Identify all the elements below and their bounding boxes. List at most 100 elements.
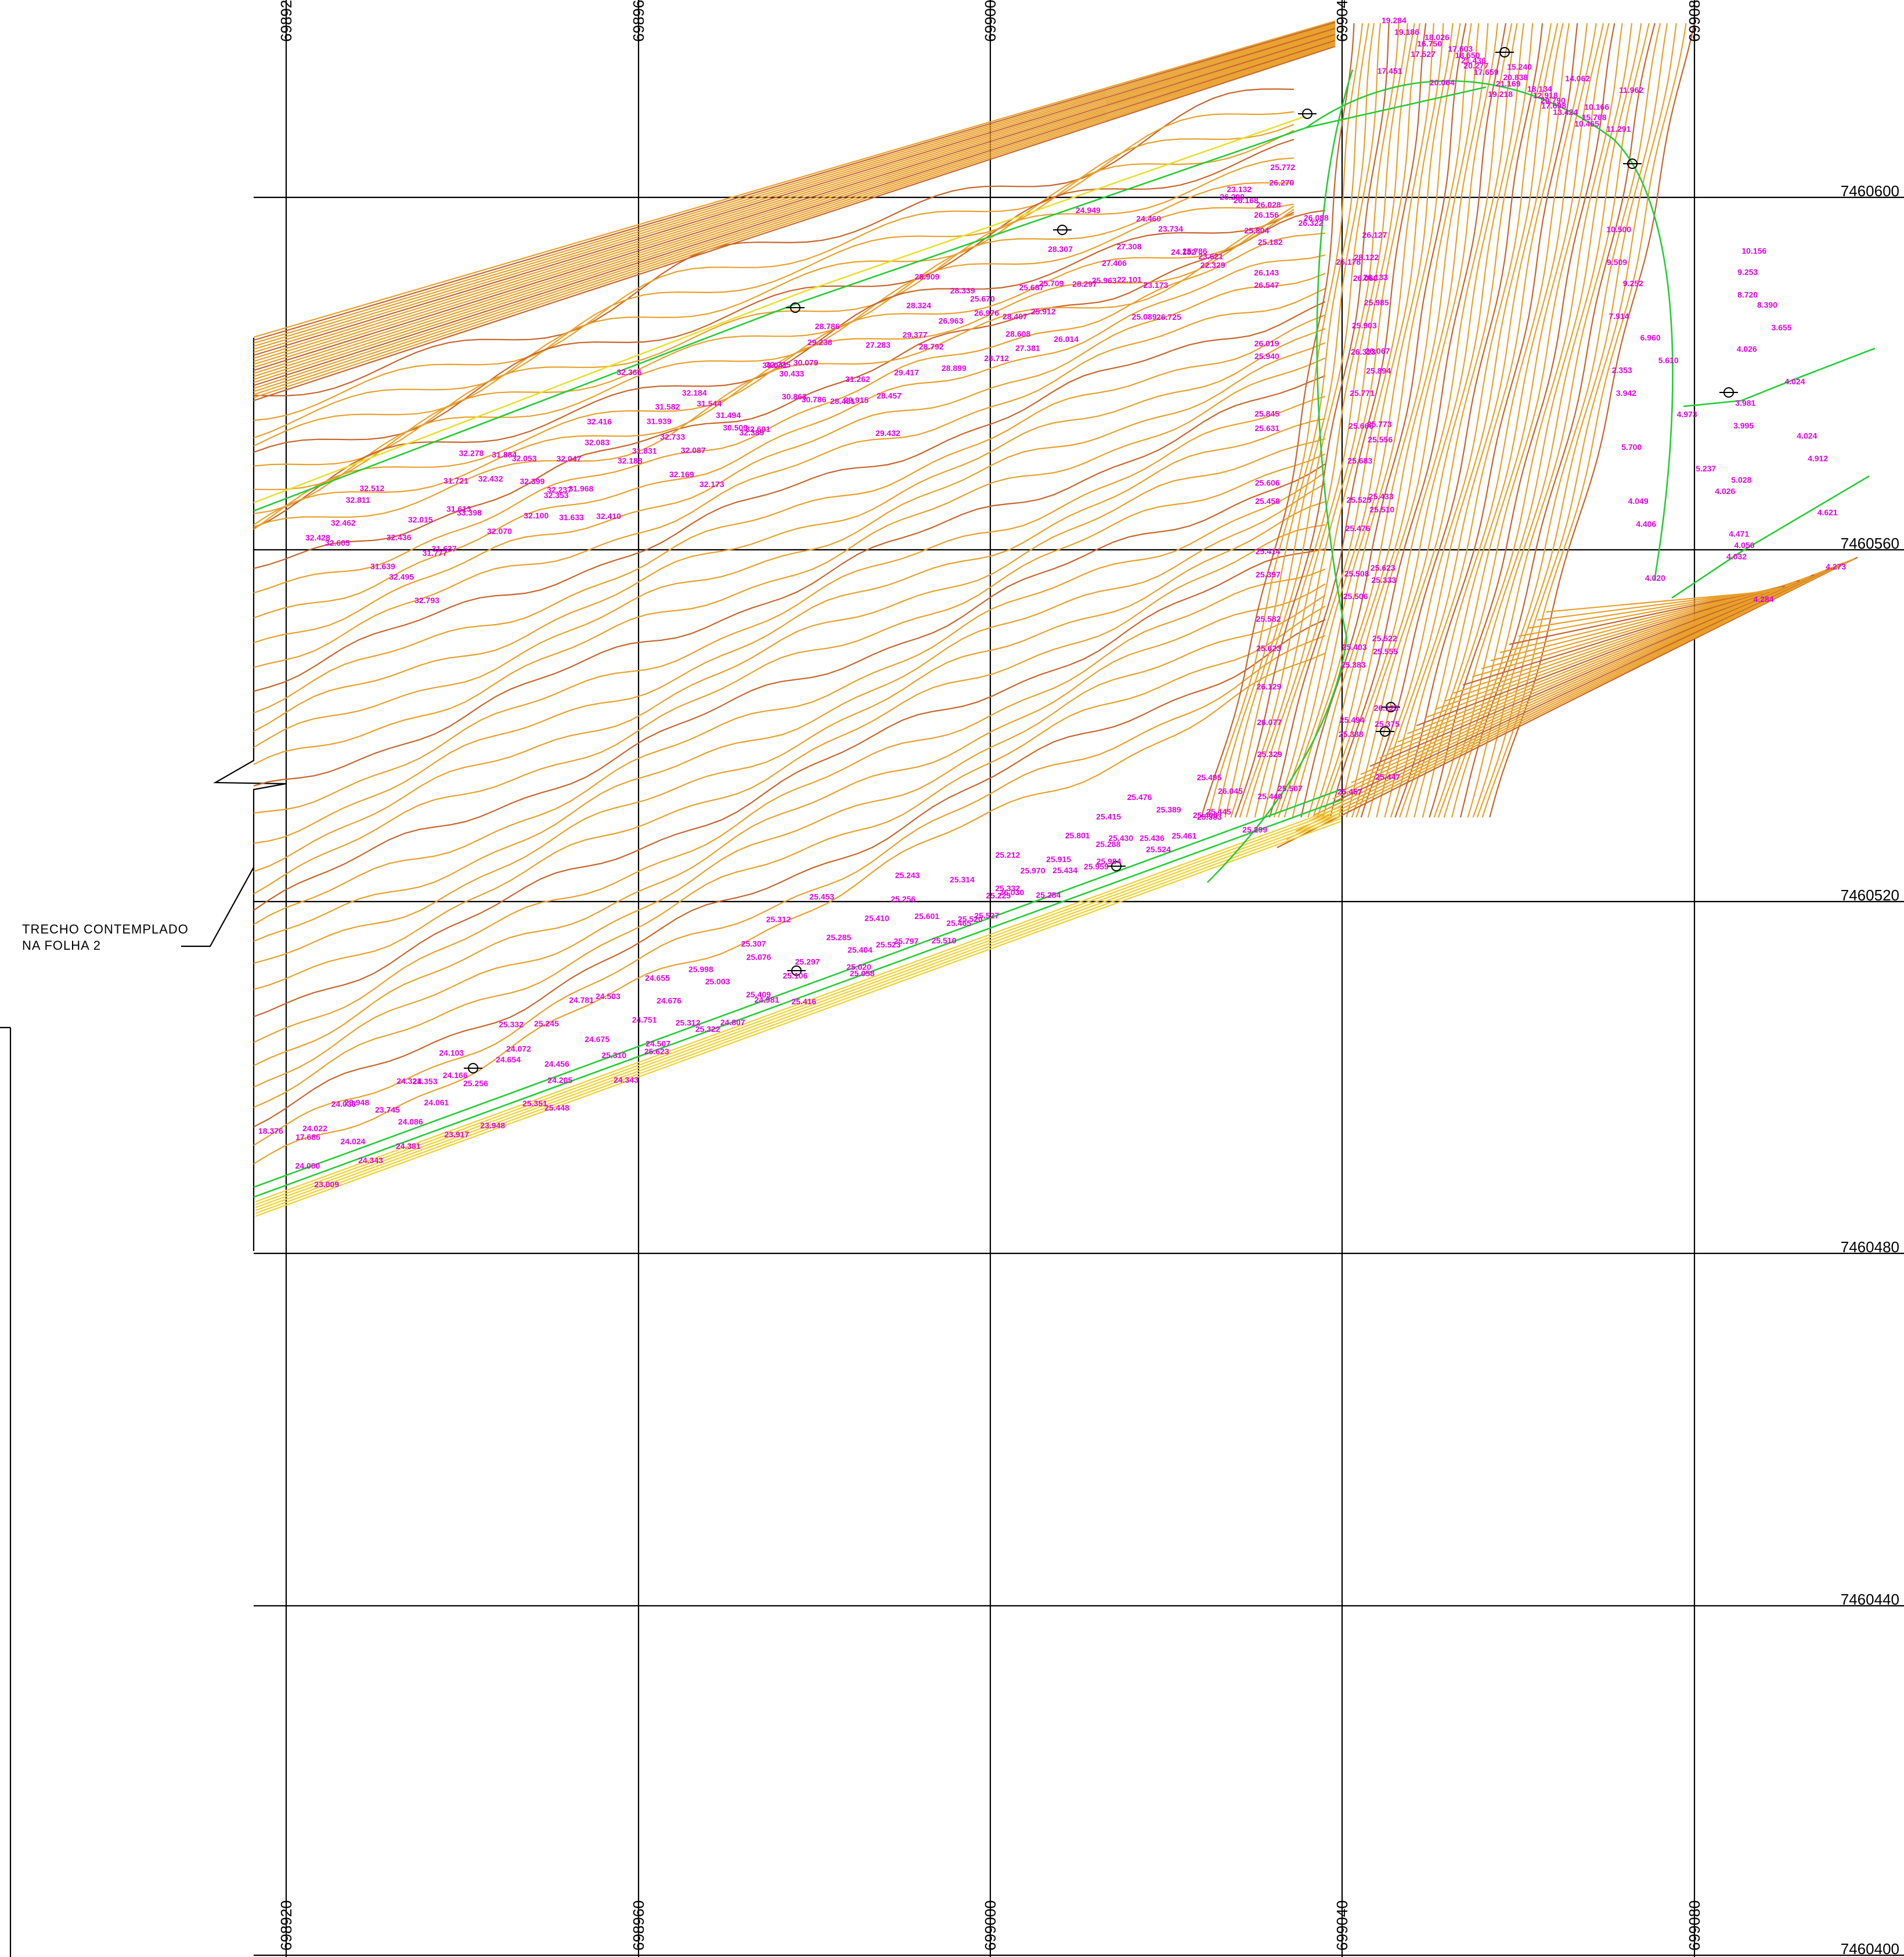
easting-label-top-698960: 698960 <box>630 0 647 42</box>
elevation-label: 29.432 <box>875 428 900 438</box>
elevation-label: 25.410 <box>864 913 889 922</box>
contour-line <box>253 214 1294 528</box>
elevation-label: 17.686 <box>295 1132 320 1141</box>
contour-line <box>1451 23 1650 818</box>
elevation-label: 32.278 <box>459 449 484 458</box>
contour-line <box>253 357 1326 765</box>
elevation-label: 31.721 <box>443 476 468 485</box>
elevation-label: 25.670 <box>970 294 995 304</box>
elevation-label: 25.683 <box>1347 456 1372 466</box>
sheet-note: TRECHO CONTEMPLADO NA FOLHA 2 <box>22 867 254 953</box>
elevation-label: 24.781 <box>569 996 594 1005</box>
elevation-label: 31.582 <box>655 402 680 412</box>
note-line-1: TRECHO CONTEMPLADO <box>22 922 189 936</box>
contour-line <box>255 820 1342 1217</box>
elevation-label: 10.465 <box>1574 119 1599 128</box>
contour-line <box>253 43 1336 395</box>
elevation-label: 24.024 <box>341 1137 366 1146</box>
elevation-label: 25.288 <box>1096 839 1121 849</box>
elevation-label: 25.771 <box>1350 388 1375 398</box>
elevation-label: 28.307 <box>1048 244 1073 254</box>
contour-line <box>1254 23 1415 818</box>
contour-line <box>1216 23 1369 818</box>
elevation-label: 14.062 <box>1565 74 1590 83</box>
contour-line <box>1443 23 1642 818</box>
elevation-label: 24.507 <box>646 1039 670 1048</box>
elevation-label: 24.381 <box>396 1141 421 1151</box>
contour-line <box>1367 23 1552 818</box>
elevation-label: 18.650 <box>1455 51 1480 60</box>
elevation-label: 28.899 <box>942 363 967 373</box>
contour-line <box>1405 23 1597 818</box>
contour-line <box>253 25 1336 350</box>
elevation-label: 26.028 <box>1256 200 1281 209</box>
elevation-label: 26.290 <box>1220 192 1245 201</box>
contour-line <box>1200 23 1355 818</box>
elevation-label: 25.970 <box>1020 866 1045 875</box>
contour-line <box>1207 23 1364 818</box>
elevation-label: 4.049 <box>1628 496 1649 506</box>
elevation-label: 25.912 <box>1031 307 1056 316</box>
elevation-label: 28.324 <box>906 301 931 310</box>
contour-line <box>1476 23 1677 818</box>
elevation-label: 23.009 <box>314 1180 339 1189</box>
elevation-label: 25.245 <box>534 1019 559 1028</box>
contour-line <box>1234 23 1390 818</box>
contour-line <box>1416 574 1815 727</box>
contour-line <box>1459 23 1656 818</box>
elevation-label: 31.637 <box>432 544 457 553</box>
elevation-label: 24.033 <box>331 1099 356 1108</box>
coordinate-grid <box>254 0 1904 1957</box>
easting-labels-bottom: 698920 698960 699000 699040 699080 <box>277 1900 1703 1951</box>
elevation-label: 32.173 <box>699 480 724 489</box>
contour-line <box>253 27 1336 356</box>
contour-line <box>253 129 1294 447</box>
easting-label-top-699080: 699080 <box>1686 0 1703 42</box>
elevation-label: 25.709 <box>1039 279 1064 288</box>
contour-line <box>1278 23 1444 818</box>
elevation-label: 11.962 <box>1619 85 1643 95</box>
elevation-label: 25.314 <box>950 875 975 884</box>
contour-line <box>253 124 1294 439</box>
elevation-label: 25.894 <box>1366 366 1391 376</box>
contour-line <box>255 806 1342 1203</box>
elevation-label: 25.555 <box>1373 647 1398 656</box>
road-edge-line <box>1683 347 1876 408</box>
contour-line <box>253 254 1326 619</box>
contour-line <box>1376 23 1559 818</box>
elevation-label: 23.734 <box>1158 224 1183 233</box>
elevation-label: 25.076 <box>747 953 771 962</box>
elevation-label: 30.863 <box>782 392 807 401</box>
elevation-label: 26.067 <box>1365 347 1390 356</box>
elevation-label: 25.915 <box>1046 855 1071 864</box>
contour-line <box>253 453 1326 895</box>
note-line-2: NA FOLHA 2 <box>22 938 101 953</box>
contour-line <box>253 653 1326 1165</box>
elevation-label: 32.169 <box>669 470 694 479</box>
elevation-label: 25.606 <box>1255 478 1280 487</box>
northing-label-7460480: 7460480 <box>1841 1238 1899 1256</box>
elevation-label: 25.687 <box>1019 283 1044 292</box>
elevation-label: 25.430 <box>1109 833 1134 842</box>
contour-line <box>1304 560 1849 824</box>
elevation-label: 21.436 <box>1461 56 1486 65</box>
elevation-label: 4.024 <box>1797 431 1817 440</box>
contour-line <box>1407 572 1818 735</box>
elevation-label: 21.169 <box>1496 79 1521 88</box>
elevation-label: 32.353 <box>544 491 569 500</box>
elevation-label: 25.058 <box>850 968 875 978</box>
elevation-label: 28.457 <box>877 391 901 401</box>
elevation-label: 32.428 <box>305 533 330 542</box>
northing-label-7460520: 7460520 <box>1841 886 1899 904</box>
contour-line <box>1481 23 1687 818</box>
contour-line <box>1434 576 1809 711</box>
elevation-label: 26.270 <box>1270 178 1294 188</box>
road-edge-line <box>1207 69 1354 883</box>
contour-line <box>253 20 1336 338</box>
contour-line <box>1399 23 1588 818</box>
elevation-label: 18.026 <box>1425 33 1449 42</box>
elevation-label: 25.434 <box>1052 866 1077 875</box>
elevation-label: 20.838 <box>1503 73 1528 82</box>
elevation-label: 20.064 <box>1430 78 1455 87</box>
